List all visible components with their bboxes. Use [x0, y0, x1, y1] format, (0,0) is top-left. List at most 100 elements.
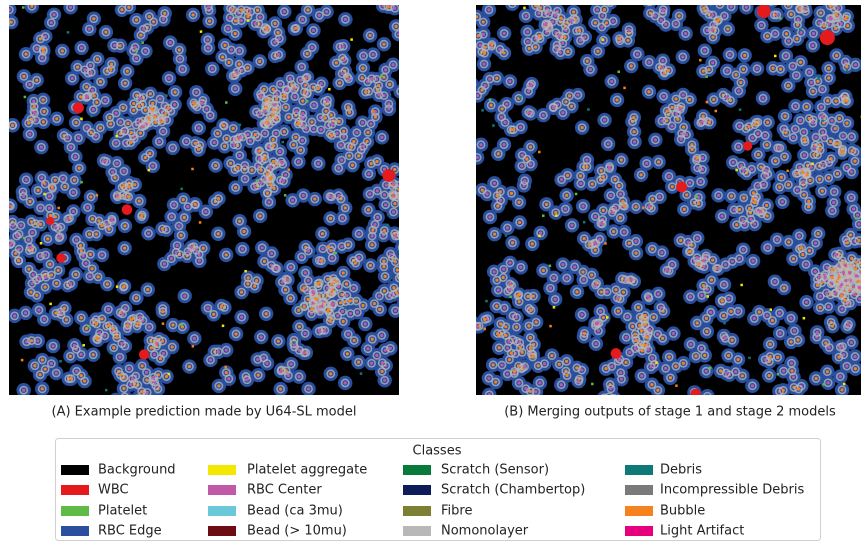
rbc-center: [380, 334, 383, 337]
rbc-center: [11, 224, 14, 227]
rbc-ring: [400, 301, 407, 308]
rbc-center: [696, 166, 699, 169]
speck: [372, 110, 375, 113]
rbc-center: [519, 126, 522, 129]
rbc-center: [140, 390, 143, 393]
rbc-center: [31, 231, 34, 234]
rbc-center: [411, 202, 414, 205]
rbc-center: [502, 276, 505, 279]
rbc-center: [134, 46, 137, 49]
speck: [80, 118, 83, 121]
rbc-center: [399, 90, 402, 93]
rbc-center: [619, 193, 622, 196]
rbc-center: [303, 90, 306, 93]
rbc-center: [235, 70, 238, 73]
rbc-ring: [408, 255, 415, 262]
rbc-center: [357, 232, 360, 235]
rbc-center: [766, 34, 769, 37]
rbc-center: [647, 90, 650, 93]
rbc-center: [711, 61, 714, 64]
rbc-center: [304, 332, 307, 335]
rbc-center: [819, 306, 822, 309]
rbc-center: [594, 283, 597, 286]
rbc-center: [11, 124, 14, 127]
speck: [225, 101, 228, 104]
rbc-center: [636, 53, 639, 56]
rbc-center: [204, 210, 207, 213]
rbc-center: [206, 307, 209, 310]
rbc-center: [810, 81, 813, 84]
rbc-center: [790, 362, 793, 365]
rbc-center: [247, 276, 250, 279]
rbc-center: [825, 291, 828, 294]
rbc-center: [310, 120, 313, 123]
rbc-center: [102, 159, 105, 162]
rbc-center: [833, 190, 836, 193]
rbc-center: [373, 223, 376, 226]
rbc-center: [497, 288, 500, 291]
rbc-center: [249, 139, 252, 142]
rbc-center: [840, 307, 843, 310]
rbc-center: [207, 46, 210, 49]
rbc-center: [307, 279, 310, 282]
rbc-center: [96, 58, 99, 61]
rbc-center: [337, 166, 340, 169]
rbc-center: [329, 249, 332, 252]
rbc-center: [657, 160, 660, 163]
rbc-center: [138, 200, 141, 203]
rbc-center: [699, 180, 702, 183]
speck: [162, 322, 165, 325]
rbc-center: [326, 309, 329, 312]
rbc-center: [490, 104, 493, 107]
rbc-center: [24, 311, 27, 314]
speck: [344, 307, 347, 310]
rbc-center: [223, 44, 226, 47]
rbc-center: [294, 136, 297, 139]
rbc-center: [674, 97, 677, 100]
rbc-center: [48, 263, 51, 266]
rbc-center: [340, 245, 343, 248]
rbc-edge: [404, 251, 418, 265]
rbc-center: [41, 358, 44, 361]
rbc-center: [273, 187, 276, 190]
rbc-center: [597, 329, 600, 332]
rbc-center: [121, 312, 124, 315]
rbc-center: [178, 57, 181, 60]
rbc-center: [671, 185, 674, 188]
rbc-center: [183, 216, 186, 219]
rbc-center: [133, 183, 136, 186]
rbc-center: [100, 224, 103, 227]
rbc-center: [342, 271, 345, 274]
rbc-center: [85, 85, 88, 88]
rbc-center: [758, 310, 761, 313]
rbc-center: [320, 305, 323, 308]
rbc-center: [211, 67, 214, 70]
rbc-center: [82, 254, 85, 257]
rbc-center: [299, 79, 302, 82]
rbc-center: [89, 195, 92, 198]
rbc-ring: [610, 395, 617, 402]
rbc-center: [35, 294, 38, 297]
rbc-center: [526, 40, 529, 43]
rbc-center: [302, 194, 305, 197]
rbc-center: [565, 276, 568, 279]
rbc-center: [386, 5, 389, 8]
rbc-center: [696, 321, 699, 324]
rbc-center: [631, 325, 634, 328]
rbc-center: [170, 257, 173, 260]
rbc-center: [349, 299, 352, 302]
rbc-center: [689, 343, 692, 346]
rbc-center: [163, 262, 166, 265]
rbc-center: [312, 104, 315, 107]
rbc-center: [13, 314, 16, 317]
wbc: [73, 102, 84, 113]
rbc-center: [113, 401, 116, 404]
rbc-center: [551, 20, 554, 23]
rbc-center: [787, 84, 790, 87]
rbc-center: [126, 70, 129, 73]
rbc-center: [88, 233, 91, 236]
rbc-center: [227, 377, 230, 380]
rbc-center: [290, 363, 293, 366]
rbc-center: [820, 106, 823, 109]
rbc-center: [344, 206, 347, 209]
